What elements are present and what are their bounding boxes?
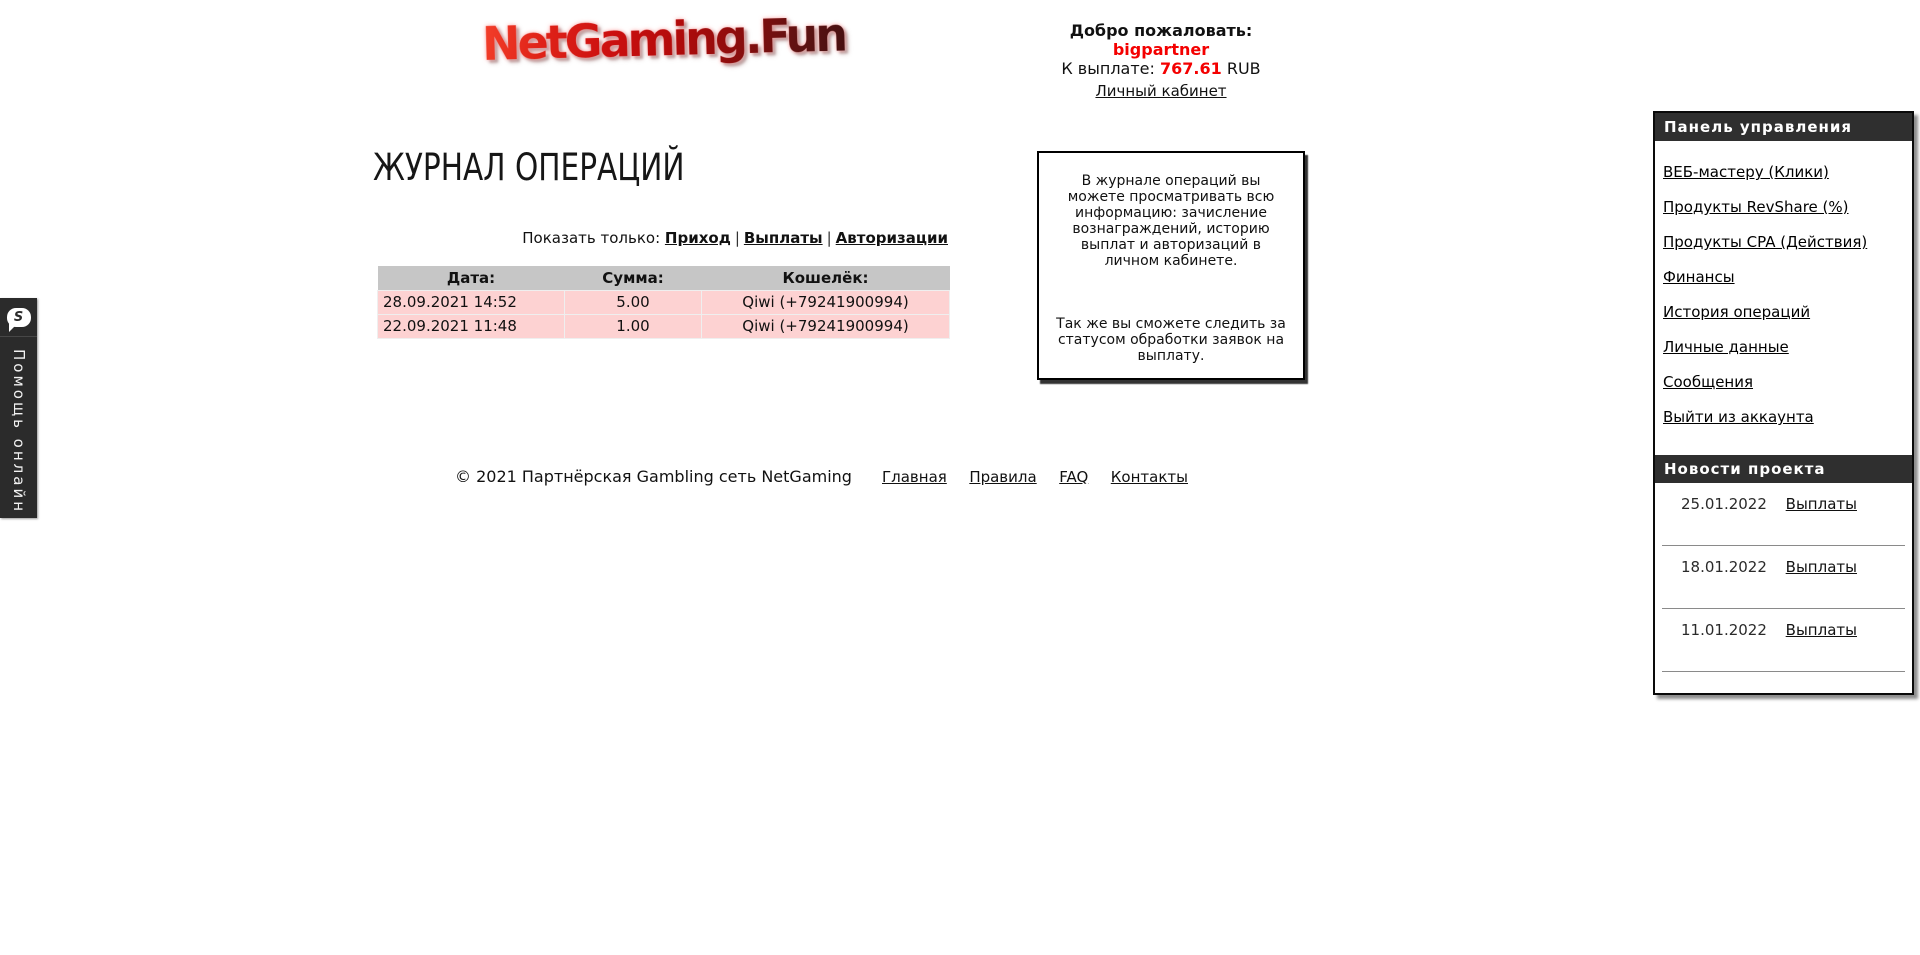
sidebar-item-logout[interactable]: Выйти из аккаунта [1663,408,1814,426]
control-panel: Панель управления ВЕБ-мастеру (Клики) Пр… [1653,111,1914,695]
sidebar-item-personal-data[interactable]: Личные данные [1663,338,1789,356]
filter-link-income[interactable]: Приход [664,229,731,247]
col-header-amount: Сумма: [564,266,702,290]
news-divider [1662,545,1905,546]
footer-link-contacts[interactable]: Контакты [1110,468,1188,486]
news-item: 18.01.2022 Выплаты [1655,546,1912,576]
sidebar-item-webmaster-clicks[interactable]: ВЕБ-мастеру (Клики) [1663,163,1829,181]
table-header-row: Дата: Сумма: Кошелёк: [377,266,950,290]
news-item: 11.01.2022 Выплаты [1655,609,1912,639]
welcome-block: Добро пожаловать: bigpartner К выплате: … [1040,21,1282,101]
username: bigpartner [1112,40,1210,59]
chat-sidebar[interactable]: S Помощь онлайн [0,298,37,518]
table-row: 28.09.2021 14:52 5.00 Qiwi (+79241900994… [377,289,950,315]
news-date: 11.01.2022 [1681,621,1767,639]
filter-link-authorizations[interactable]: Авторизации [835,229,948,247]
payout-amount: 767.61 [1160,59,1222,78]
col-header-wallet: Кошелёк: [701,266,950,290]
sidebar-item-products-revshare[interactable]: Продукты RevShare (%) [1663,198,1849,216]
footer-nav: Главная Правила FAQ Контакты [882,468,1188,486]
cell-date: 28.09.2021 14:52 [377,289,565,315]
chat-icon-letter: S [13,309,24,325]
chat-bubble-icon[interactable]: S [0,298,37,337]
filter-link-payouts[interactable]: Выплаты [743,229,823,247]
news-divider [1662,671,1905,672]
sidebar-item-products-cpa[interactable]: Продукты CPA (Действия) [1663,233,1868,251]
cell-wallet: Qiwi (+79241900994) [701,289,950,315]
filter-separator: | [734,229,740,247]
table-row: 22.09.2021 11:48 1.00 Qiwi (+79241900994… [377,313,950,339]
welcome-greeting: Добро пожаловать: bigpartner [1040,21,1282,59]
journal-info-box: В журнале операций вы можете просматрива… [1037,151,1305,380]
footer-link-rules[interactable]: Правила [969,468,1037,486]
footer-link-home[interactable]: Главная [882,468,947,486]
payout-line: К выплате: 767.61 RUB [1040,59,1282,78]
sidebar-item-messages[interactable]: Сообщения [1663,373,1754,391]
news-divider [1662,608,1905,609]
control-panel-title: Панель управления [1655,113,1912,141]
cabinet-link[interactable]: Личный кабинет [1095,82,1227,100]
news-link-payouts[interactable]: Выплаты [1785,621,1857,639]
payout-label: К выплате: [1061,59,1155,78]
site-logo: NetGaming.Fun [481,7,862,70]
sidebar-item-operations-history[interactable]: История операций [1663,303,1811,321]
cell-date: 22.09.2021 11:48 [377,313,565,339]
news-link-payouts[interactable]: Выплаты [1785,558,1857,576]
info-paragraph-2: Так же вы сможете следить за статусом об… [1056,316,1286,364]
sidebar-item-finances[interactable]: Финансы [1663,268,1735,286]
operations-table: Дата: Сумма: Кошелёк: 28.09.2021 14:52 5… [377,266,950,339]
cell-amount: 5.00 [564,289,702,315]
filter-separator: | [826,229,832,247]
news-panel-title: Новости проекта [1655,455,1912,483]
news-date: 18.01.2022 [1681,558,1767,576]
payout-currency: RUB [1226,59,1261,78]
col-header-date: Дата: [377,266,565,290]
news-item: 25.01.2022 Выплаты [1655,483,1912,513]
control-panel-menu: ВЕБ-мастеру (Клики) Продукты RevShare (%… [1655,155,1912,435]
info-paragraph-1: В журнале операций вы можете просматрива… [1067,173,1275,269]
operations-filter: Показать только: Приход | Выплаты | Авториза… [374,229,948,247]
greeting-label: Добро пожаловать: [1069,21,1253,40]
news-date: 25.01.2022 [1681,495,1767,513]
chat-bar-label: Помощь онлайн [10,349,28,515]
copyright-text: © 2021 Партнёрская Gambling сеть NetGami… [455,467,852,486]
cell-wallet: Qiwi (+79241900994) [701,313,950,339]
filter-label: Показать только: [522,229,661,247]
footer-link-faq[interactable]: FAQ [1059,468,1089,486]
cell-amount: 1.00 [564,313,702,339]
page-title: ЖУРНАЛ ОПЕРАЦИЙ [373,146,685,189]
news-link-payouts[interactable]: Выплаты [1785,495,1857,513]
